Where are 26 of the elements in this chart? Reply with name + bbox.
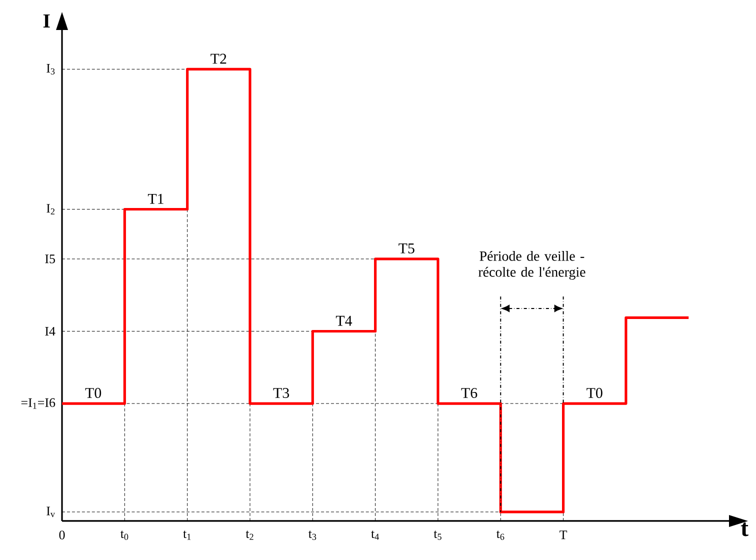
- ref-line-label: I$_{2}$: [46, 204, 54, 214]
- ref-line-label: =I$_{1}$=I6: [21, 398, 56, 409]
- ref-line-label: I$_{v}$: [46, 506, 55, 518]
- annotation: T4: [336, 316, 352, 326]
- x-tick-label: t$_{1}$: [183, 530, 191, 540]
- annotation: T5: [398, 244, 414, 254]
- x-tick-label: t$_{6}$: [496, 530, 504, 540]
- annotation: T3: [273, 388, 290, 398]
- annotation: T2: [210, 54, 226, 64]
- annotation: T1: [148, 194, 164, 204]
- annotation: T0: [85, 388, 102, 398]
- x-tick-label: t$_{4}$: [371, 530, 379, 540]
- annotation: Période de veille - récolte de l'énergie: [478, 250, 586, 280]
- x-tick-label: t$_{0}$: [120, 530, 128, 540]
- ref-line-label: I4: [45, 326, 56, 336]
- x-tick-label: 0: [59, 530, 65, 540]
- x-tick-label: t$_{2}$: [246, 530, 254, 540]
- y-axis-title: I: [43, 14, 50, 28]
- ref-line-label: I5: [45, 254, 55, 264]
- x-tick-label: t$_{5}$: [434, 530, 442, 540]
- x-tick-label: T: [560, 530, 568, 540]
- ref-line-label: I$_{3}$: [46, 64, 55, 74]
- x-axis-title: t: [740, 522, 748, 536]
- annotation: T0: [586, 388, 602, 398]
- annotation: T6: [461, 388, 478, 398]
- x-tick-label: t$_{3}$: [308, 530, 316, 540]
